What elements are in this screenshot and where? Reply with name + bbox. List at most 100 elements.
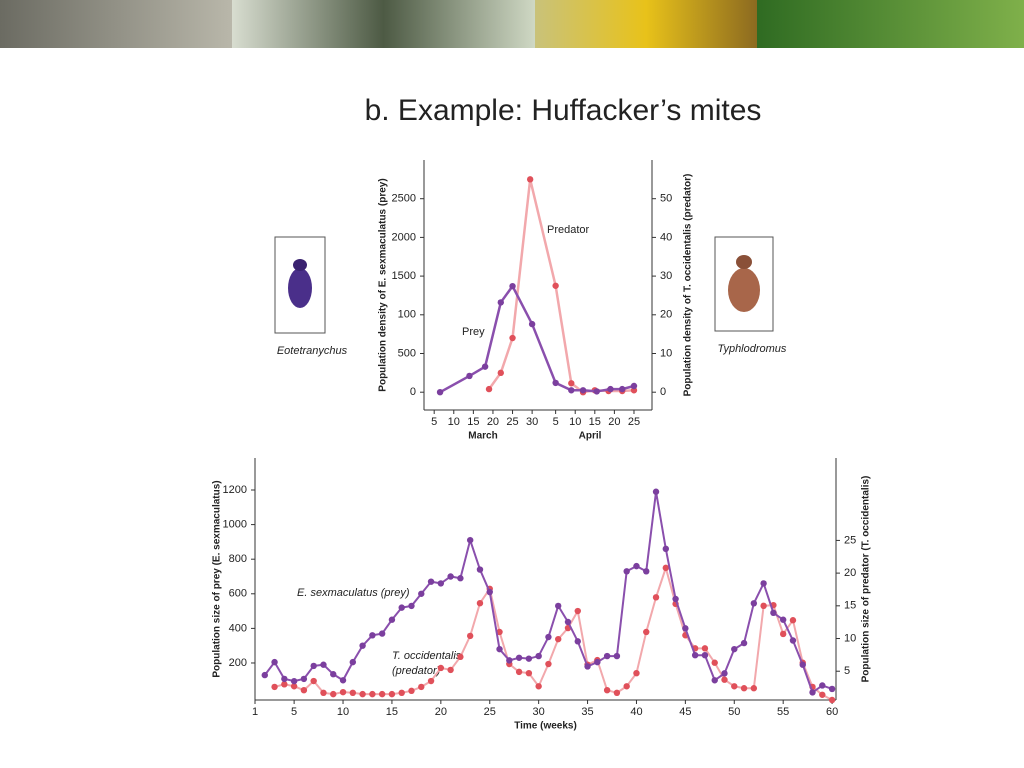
data-point — [662, 564, 670, 572]
y-tick-label: 2000 — [392, 231, 416, 243]
data-point — [300, 675, 308, 683]
data-point — [552, 282, 559, 289]
y-tick-label: 100 — [398, 309, 416, 321]
data-point — [320, 689, 327, 697]
data-point — [388, 616, 396, 623]
data-point — [760, 580, 767, 587]
data-point — [643, 628, 650, 636]
data-point — [525, 669, 533, 677]
data-point — [779, 630, 787, 638]
data-point — [509, 334, 516, 342]
data-point — [271, 683, 278, 691]
data-point — [310, 662, 317, 670]
data-point — [515, 654, 523, 661]
data-point — [828, 696, 836, 704]
data-point — [300, 686, 308, 694]
data-point — [603, 652, 611, 660]
banner — [0, 0, 1024, 48]
x-tick-label: 10 — [569, 416, 581, 428]
annotation: (predator) — [392, 665, 441, 677]
data-point — [349, 689, 357, 697]
data-point — [662, 545, 670, 553]
x-tick-label: 20 — [487, 416, 499, 428]
data-point — [378, 630, 386, 637]
x-tick-label: 25 — [506, 416, 518, 428]
data-point — [770, 609, 777, 617]
data-point — [545, 660, 552, 668]
data-point — [579, 387, 587, 394]
data-point — [623, 568, 630, 575]
x-tick-label: 25 — [628, 416, 640, 428]
data-point — [496, 645, 503, 653]
data-point — [809, 689, 816, 696]
data-point — [652, 594, 660, 601]
data-point — [281, 681, 288, 688]
y-tick-label: 600 — [229, 588, 247, 600]
data-point — [731, 683, 738, 690]
data-point — [349, 658, 357, 666]
data-point — [447, 573, 454, 580]
series-line — [274, 564, 833, 701]
x-tick-label: 5 — [553, 416, 559, 428]
y-tick-label: 500 — [398, 347, 416, 359]
data-point — [691, 651, 699, 659]
data-point — [378, 690, 386, 698]
data-point — [339, 677, 347, 684]
data-point — [481, 363, 489, 370]
data-point — [535, 652, 542, 660]
month-label: March — [468, 431, 497, 442]
data-point — [408, 687, 415, 695]
data-point — [721, 670, 728, 677]
data-point — [789, 617, 797, 624]
data-point — [261, 671, 268, 679]
data-point — [593, 388, 600, 395]
x-tick-label: 35 — [581, 706, 593, 718]
data-point — [466, 536, 474, 544]
y2-axis-label: Population size of predator (T. occident… — [861, 476, 872, 683]
data-point — [619, 385, 626, 393]
data-point — [564, 618, 572, 626]
data-point — [339, 688, 347, 696]
month-label: April — [579, 431, 602, 442]
x-tick-label: 50 — [728, 706, 740, 718]
data-point — [457, 653, 464, 661]
data-point — [760, 602, 767, 610]
x-tick-label: 55 — [777, 706, 789, 718]
y-axis-label: Population size of prey (E. sexmaculatus… — [212, 480, 223, 677]
data-point — [436, 388, 444, 396]
x-tick-label: 5 — [431, 416, 437, 428]
data-point — [418, 683, 425, 691]
x-tick-label: 1 — [252, 706, 258, 718]
y-tick-label: 10 — [844, 632, 856, 644]
data-point — [528, 320, 536, 328]
y2-axis-label: Population density of T. occidentalis (p… — [683, 174, 694, 397]
data-point — [330, 671, 337, 678]
data-point — [281, 675, 288, 683]
y-tick-label: 0 — [410, 386, 416, 398]
y-tick-label: 800 — [229, 553, 247, 565]
caption: Typhlodromus — [718, 343, 787, 355]
data-point — [310, 677, 317, 685]
y-tick-label: 0 — [660, 386, 666, 398]
data-point — [701, 645, 709, 652]
y-tick-label: 400 — [229, 622, 247, 634]
data-point — [682, 625, 689, 632]
data-point — [427, 578, 435, 585]
data-point — [643, 568, 650, 575]
mite-image — [714, 236, 774, 332]
data-point — [603, 686, 611, 694]
data-point — [437, 580, 445, 587]
x-tick-label: 30 — [526, 416, 538, 428]
data-point — [828, 685, 836, 693]
data-point — [509, 282, 516, 290]
y-tick-label: 5 — [844, 665, 850, 677]
data-point — [418, 590, 425, 597]
data-point — [320, 661, 327, 668]
y-tick-label: 10 — [660, 347, 672, 359]
data-point — [526, 176, 534, 183]
data-point — [497, 369, 504, 377]
data-point — [369, 632, 376, 639]
slide-title: b. Example: Huffacker’s mites — [365, 94, 762, 127]
data-point — [555, 602, 562, 610]
data-point — [672, 595, 679, 603]
